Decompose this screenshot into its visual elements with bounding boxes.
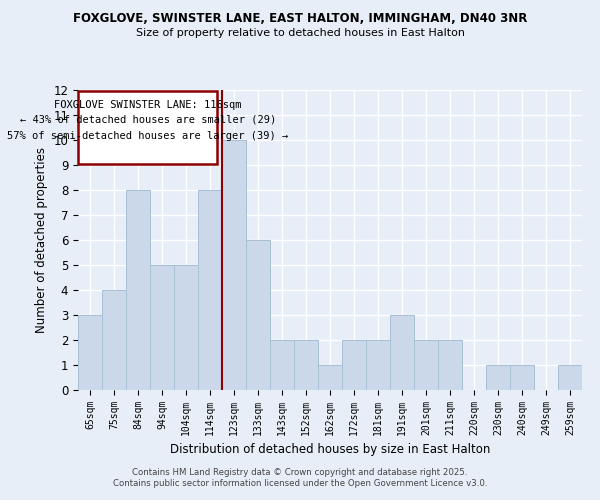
Bar	[558, 365, 582, 390]
Text: ← 43% of detached houses are smaller (29): ← 43% of detached houses are smaller (29…	[20, 115, 276, 125]
Bar	[366, 340, 390, 390]
Bar	[222, 140, 246, 390]
Bar	[294, 340, 318, 390]
Text: 57% of semi-detached houses are larger (39) →: 57% of semi-detached houses are larger (…	[7, 131, 289, 141]
Bar	[390, 315, 414, 390]
Text: FOXGLOVE SWINSTER LANE: 116sqm: FOXGLOVE SWINSTER LANE: 116sqm	[54, 100, 242, 110]
Bar	[150, 265, 174, 390]
Bar	[102, 290, 126, 390]
Text: Contains HM Land Registry data © Crown copyright and database right 2025.
Contai: Contains HM Land Registry data © Crown c…	[113, 468, 487, 487]
Bar	[510, 365, 534, 390]
Bar	[246, 240, 270, 390]
Text: FOXGLOVE, SWINSTER LANE, EAST HALTON, IMMINGHAM, DN40 3NR: FOXGLOVE, SWINSTER LANE, EAST HALTON, IM…	[73, 12, 527, 26]
Bar	[174, 265, 198, 390]
FancyBboxPatch shape	[79, 91, 217, 164]
X-axis label: Distribution of detached houses by size in East Halton: Distribution of detached houses by size …	[170, 444, 490, 456]
Bar	[318, 365, 342, 390]
Bar	[414, 340, 438, 390]
Bar	[126, 190, 150, 390]
Y-axis label: Number of detached properties: Number of detached properties	[35, 147, 48, 333]
Bar	[486, 365, 510, 390]
Bar	[342, 340, 366, 390]
Bar	[438, 340, 462, 390]
Bar	[198, 190, 222, 390]
Bar	[78, 315, 102, 390]
Text: Size of property relative to detached houses in East Halton: Size of property relative to detached ho…	[136, 28, 464, 38]
Bar	[270, 340, 294, 390]
